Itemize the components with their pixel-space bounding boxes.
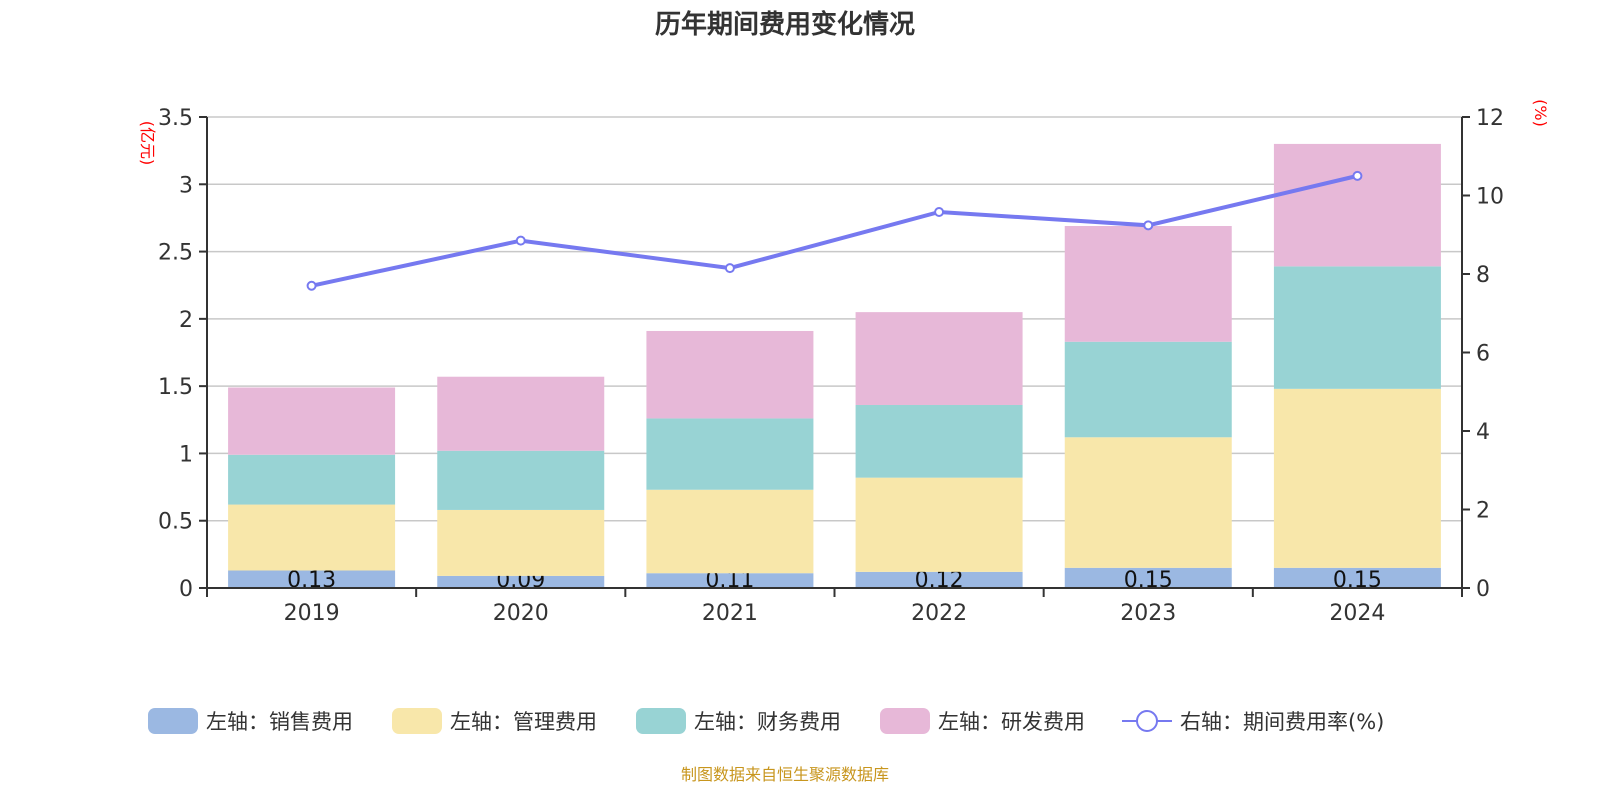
bar-segment	[228, 570, 396, 588]
bar-data-label: 0.15	[1333, 568, 1382, 593]
source-note: 制图数据来自恒生聚源数据库	[681, 765, 889, 784]
legend-swatch	[148, 708, 198, 734]
line-point	[724, 263, 735, 274]
legend-label: 左轴：研发费用	[938, 710, 1085, 734]
left-tick-label: 1	[179, 442, 193, 467]
legend-swatch	[636, 708, 686, 734]
right-tick-label: 12	[1476, 106, 1504, 131]
legend-item: 左轴：财务费用	[636, 708, 841, 734]
bar-segment	[855, 477, 1023, 572]
bar-segment	[1064, 341, 1232, 438]
legend-label: 左轴：财务费用	[694, 710, 841, 734]
left-tick-label: 2.5	[158, 241, 193, 266]
grid	[207, 116, 1462, 522]
left-axis-label: (亿元)	[138, 121, 157, 166]
line-point	[515, 235, 526, 246]
bar-segment	[855, 571, 1023, 588]
x-tick-label: 2020	[493, 601, 549, 626]
left-tick-label: 0	[179, 577, 193, 602]
bar-segment	[1273, 388, 1441, 568]
line-path	[311, 173, 1358, 288]
bar-segment	[437, 376, 605, 451]
right-axis-label: (%)	[1531, 99, 1550, 127]
legend-item: 左轴：销售费用	[148, 708, 353, 734]
bar-segment	[1273, 266, 1441, 389]
left-tick-label: 2	[179, 308, 193, 333]
axes: 0 0.5 1 1.5 2 2.5 3 3.5 0 2 4 6 8 10 12 2019 2020 2021 202…	[158, 106, 1504, 626]
left-tick-label: 0.5	[158, 510, 193, 535]
x-tick-label: 2021	[702, 601, 758, 626]
right-tick-label: 0	[1476, 577, 1490, 602]
line-series	[306, 170, 1363, 291]
right-tick-label: 10	[1476, 185, 1504, 210]
legend-label: 左轴：销售费用	[206, 710, 353, 734]
legend-swatch	[392, 708, 442, 734]
bars: 0.13 0.09 0.11 0.12 0.15 0.15	[228, 143, 1441, 593]
right-tick-label: 2	[1476, 499, 1490, 524]
bar-segment	[228, 454, 396, 505]
line-point	[1352, 170, 1363, 181]
bar-segment	[437, 575, 605, 588]
legend: 左轴：销售费用 左轴：管理费用 左轴：财务费用 左轴：研发费用 右轴：期间费用率(%)	[148, 708, 1384, 734]
x-tick-label: 2019	[284, 601, 340, 626]
bar-segment	[1064, 567, 1232, 588]
chart-title: 历年期间费用变化情况	[655, 9, 915, 40]
left-tick-label: 3.5	[158, 106, 193, 131]
bar-segment	[646, 573, 814, 588]
bar-segment	[1273, 567, 1441, 588]
x-tick-label: 2024	[1329, 601, 1385, 626]
right-tick-label: 4	[1476, 420, 1490, 445]
line-point	[306, 280, 317, 291]
legend-label: 右轴：期间费用率(%)	[1180, 710, 1384, 734]
right-tick-label: 6	[1476, 342, 1490, 367]
left-tick-label: 1.5	[158, 375, 193, 400]
bar-segment	[855, 404, 1023, 478]
bar-segment	[646, 489, 814, 574]
bar-segment	[855, 312, 1023, 405]
bar-segment	[228, 387, 396, 455]
legend-item: 右轴：期间费用率(%)	[1122, 710, 1384, 734]
legend-label: 左轴：管理费用	[450, 710, 597, 734]
x-tick-label: 2022	[911, 601, 967, 626]
bar-segment	[228, 504, 396, 571]
legend-item: 左轴：管理费用	[392, 708, 597, 734]
bar-segment	[437, 509, 605, 576]
left-tick-label: 3	[179, 173, 193, 198]
right-tick-label: 8	[1476, 263, 1490, 288]
line-point	[934, 206, 945, 217]
bar-segment	[437, 450, 605, 510]
x-tick-label: 2023	[1120, 601, 1176, 626]
bar-data-label: 0.15	[1124, 568, 1173, 593]
bar-segment	[646, 418, 814, 490]
legend-item: 左轴：研发费用	[880, 708, 1085, 734]
line-point	[1143, 220, 1154, 231]
bar-segment	[1273, 143, 1441, 267]
legend-marker	[1136, 710, 1158, 732]
bar-segment	[1064, 226, 1232, 342]
legend-swatch	[880, 708, 930, 734]
bar-segment	[1064, 437, 1232, 568]
bar-segment	[646, 330, 814, 419]
bar-data-label: 0.13	[287, 568, 336, 593]
